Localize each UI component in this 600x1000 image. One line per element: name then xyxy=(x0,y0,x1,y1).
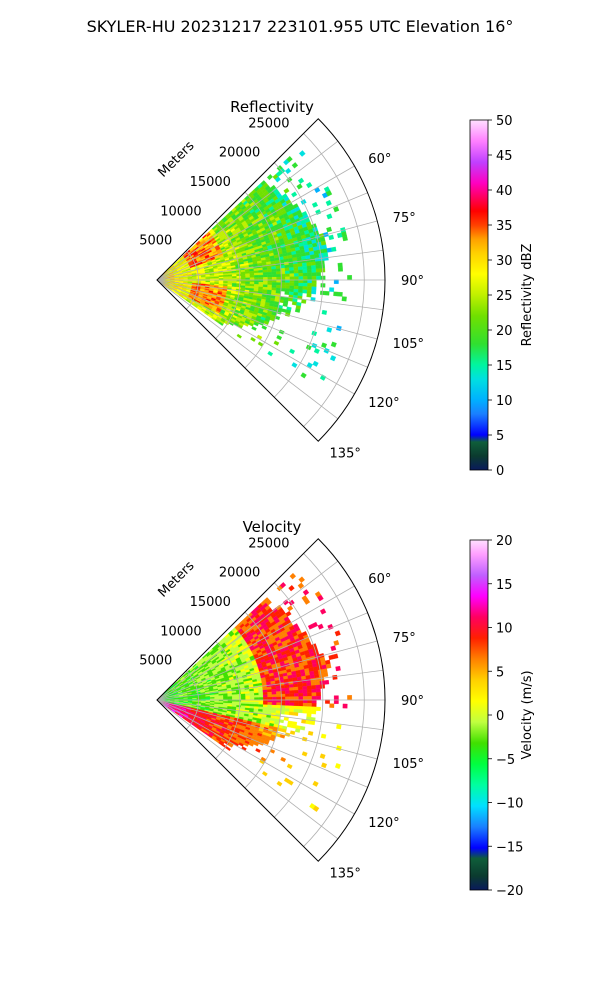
radial-tick-label: 20000 xyxy=(219,146,260,161)
azimuth-spoke xyxy=(156,220,378,281)
colorbar-gradient xyxy=(469,119,489,471)
angle-tick-label: 120° xyxy=(368,816,399,831)
colorbar-tick-label: 10 xyxy=(496,622,513,637)
colorbar-tick-label: 45 xyxy=(496,149,513,164)
azimuth-spoke xyxy=(156,699,378,760)
angle-tick-label: 75° xyxy=(393,631,416,646)
azimuth-spoke xyxy=(156,699,339,840)
angle-tick-label: 135° xyxy=(330,447,361,462)
colorbar-tick-label: 40 xyxy=(496,184,513,199)
azimuth-spoke xyxy=(156,669,384,701)
velocity-panel: Velocity 5000 10000 15000 20000 25000 60° 75° 90… xyxy=(139,518,535,899)
radial-tick-label: 10000 xyxy=(160,204,201,219)
colorbar-tick-label: 20 xyxy=(496,324,513,339)
azimuth-spoke xyxy=(156,165,355,281)
reflectivity-panel: Reflectivity 5000 10000 15000 20000 25000 60° 7… xyxy=(139,98,535,479)
colorbar-tick-label: 25 xyxy=(496,289,513,304)
colorbar-tick-label: 0 xyxy=(496,709,504,724)
colorbar: −20 −15 −10 −5 0 5 10 15 20 Velocity (m/s) xyxy=(469,534,535,899)
angle-tick-label: 120° xyxy=(368,396,399,411)
azimuth-spoke xyxy=(156,279,355,395)
polar-frame xyxy=(156,538,386,862)
azimuth-spoke xyxy=(156,699,355,815)
angle-tick-label: 105° xyxy=(393,337,424,352)
radial-tick-label: 5000 xyxy=(139,234,172,249)
azimuth-spoke xyxy=(156,279,339,420)
azimuth-spoke xyxy=(156,140,339,281)
azimuth-spoke xyxy=(156,585,355,701)
colorbar-tick-label: 15 xyxy=(496,359,513,374)
colorbar-tick-label: 5 xyxy=(496,429,504,444)
azimuth-spoke xyxy=(156,192,368,281)
azimuth-spoke xyxy=(156,279,378,340)
radial-tick-label: 20000 xyxy=(219,566,260,581)
colorbar-tick-label: 15 xyxy=(496,578,513,593)
angle-tick-label: 60° xyxy=(368,572,391,587)
colorbar-tick-label: −20 xyxy=(496,884,523,899)
angle-tick-label: 135° xyxy=(330,867,361,882)
angle-tick-label: 75° xyxy=(393,211,416,226)
chart-title: Reflectivity xyxy=(230,98,314,116)
angle-tick-label: 105° xyxy=(393,757,424,772)
angle-tick-label: 90° xyxy=(401,694,424,709)
angle-tick-label: 60° xyxy=(368,152,391,167)
azimuth-spoke xyxy=(156,560,339,701)
colorbar-tick-label: 30 xyxy=(496,254,513,269)
colorbar-tick-label: 50 xyxy=(496,114,513,129)
figure-title: SKYLER-HU 20231217 223101.955 UTC Elevat… xyxy=(87,17,514,36)
azimuth-spoke xyxy=(156,612,368,701)
colorbar-tick-label: −5 xyxy=(496,753,515,768)
colorbar-tick-label: 10 xyxy=(496,394,513,409)
radial-tick-label: 15000 xyxy=(190,595,231,610)
azimuth-spoke xyxy=(156,699,384,731)
colorbar-tick-label: 5 xyxy=(496,665,504,680)
colorbar-label: Reflectivity dBZ xyxy=(520,244,535,347)
colorbar-tick-label: 20 xyxy=(496,534,513,549)
colorbar-gradient xyxy=(469,539,489,891)
radial-tick-label: 25000 xyxy=(248,116,289,131)
azimuth-spoke xyxy=(156,279,368,368)
colorbar: 0 5 10 15 20 25 30 35 40 45 50 Reflectivity dBZ xyxy=(469,114,535,479)
angle-tick-label: 90° xyxy=(401,274,424,289)
radar-data-field xyxy=(157,150,352,381)
radial-tick-label: 15000 xyxy=(190,175,231,190)
azimuth-spoke xyxy=(156,640,378,701)
radial-tick-label: 5000 xyxy=(139,654,172,669)
colorbar-tick-label: −15 xyxy=(496,840,523,855)
azimuth-spoke xyxy=(156,699,368,788)
radial-tick-label: 10000 xyxy=(160,624,201,639)
radial-tick-label: 25000 xyxy=(248,536,289,551)
colorbar-tick-label: 0 xyxy=(496,464,504,479)
colorbar-tick-label: −10 xyxy=(496,797,523,812)
colorbar-label: Velocity (m/s) xyxy=(520,670,535,759)
colorbar-tick-label: 35 xyxy=(496,219,513,234)
azimuth-spoke xyxy=(156,249,384,281)
azimuth-spoke xyxy=(156,279,384,311)
chart-title: Velocity xyxy=(243,518,302,536)
polar-frame xyxy=(156,118,386,442)
